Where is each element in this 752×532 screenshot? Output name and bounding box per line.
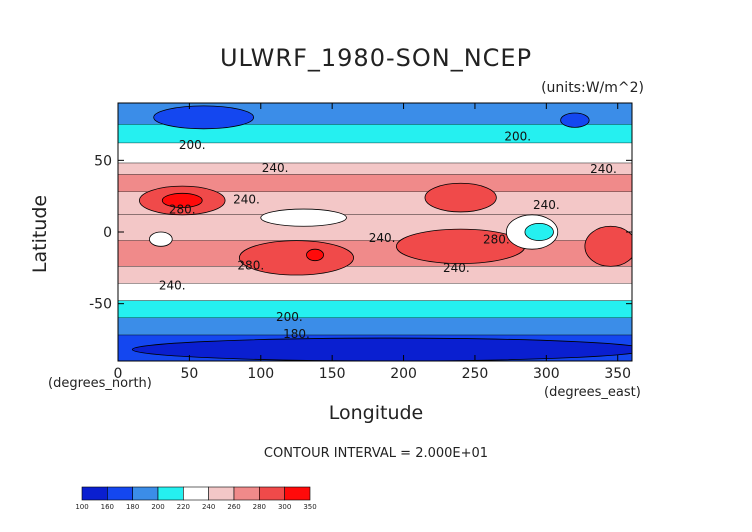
feature-7 — [149, 231, 173, 247]
colorbar-swatch-8 — [284, 486, 311, 501]
colorbar-swatch-1 — [107, 486, 133, 501]
colorbar-label-300: 300 — [278, 503, 291, 511]
contour-label-6: 240. — [159, 278, 186, 292]
y-tick-label--50: -50 — [89, 297, 112, 313]
feature-5 — [584, 225, 632, 267]
contour-label-2: 280. — [169, 202, 196, 216]
zonal-band-10 — [118, 300, 632, 318]
x-tick-label-300: 300 — [533, 366, 560, 382]
y-tick-label-0: 0 — [103, 225, 112, 241]
colorbar-label-160: 160 — [101, 503, 114, 511]
zonal-band-4 — [118, 174, 632, 192]
x-tick-label-0: 0 — [114, 366, 123, 382]
x-axis-label: Longitude — [328, 402, 424, 424]
feature-3 — [306, 248, 324, 262]
colorbar-swatch-2 — [132, 486, 159, 501]
x-tick-label-250: 250 — [462, 366, 489, 382]
colorbar-swatch-7 — [259, 486, 285, 501]
colorbar-swatch-0 — [81, 486, 108, 501]
zonal-band-9 — [118, 283, 632, 301]
y-axis-label: Latitude — [29, 194, 51, 274]
x-axis: 0 50 100 150 200 250 300 350 — [114, 103, 631, 382]
units-label: (units:W/m^2) — [541, 80, 644, 96]
colorbar-label-280: 280 — [253, 503, 266, 511]
feature-2 — [238, 240, 354, 276]
contour-label-3: 240. — [233, 192, 260, 206]
contour-label-13: 180. — [283, 327, 310, 341]
contour-label-7: 240. — [443, 261, 470, 275]
contour-label-4: 240. — [369, 231, 396, 245]
zonal-band-8 — [118, 266, 632, 284]
x-tick-label-200: 200 — [390, 366, 417, 382]
zonal-band-11 — [118, 318, 632, 336]
feature-6 — [424, 182, 497, 213]
zonal-band-2 — [118, 143, 632, 164]
colorbar-swatch-5 — [208, 486, 235, 501]
contour-label-10: 240. — [590, 162, 617, 176]
contour-interval-note: CONTOUR INTERVAL = 2.000E+01 — [263, 446, 489, 461]
colorbar: 100 160 180 200 220 240 260 280 300 350 — [75, 486, 317, 511]
feature-10 — [524, 222, 554, 241]
feature-8 — [260, 208, 347, 227]
contour-label-12: 200. — [276, 310, 303, 324]
x-tick-label-150: 150 — [319, 366, 346, 382]
contour-label-11: 200. — [504, 129, 531, 143]
contour-label-9: 240. — [533, 198, 560, 212]
colorbar-label-100: 100 — [75, 503, 88, 511]
chart-title: ULWRF_1980-SON_NCEP — [219, 44, 533, 72]
contour-label-5: 280. — [237, 258, 264, 272]
zonal-band-3 — [118, 163, 632, 175]
contour-labels: 200. 240. 280. 240. 240. 280. 240. 240. 280. 240.… — [159, 129, 617, 341]
contour-fill — [118, 103, 632, 361]
feature-1 — [161, 192, 203, 209]
feature-11 — [153, 105, 255, 130]
colorbar-label-220: 220 — [177, 503, 190, 511]
colorbar-label-200: 200 — [151, 503, 164, 511]
x-tick-label-350: 350 — [604, 366, 631, 382]
colorbar-swatch-3 — [157, 486, 184, 501]
colorbar-label-180: 180 — [126, 503, 139, 511]
colorbar-swatch-6 — [233, 486, 260, 501]
feature-12 — [560, 112, 590, 128]
colorbar-swatch-4 — [183, 486, 209, 501]
y-tick-label-50: 50 — [94, 153, 112, 169]
x-units-note: (degrees_east) — [544, 385, 641, 400]
contour-label-1: 240. — [262, 161, 289, 175]
zonal-band-5 — [118, 191, 632, 215]
feature-13 — [131, 337, 632, 361]
zonal-band-1 — [118, 124, 632, 144]
y-units-note: (degrees_north) — [48, 376, 152, 391]
contour-label-8: 280. — [483, 232, 510, 246]
x-tick-label-50: 50 — [180, 366, 198, 382]
x-tick-label-100: 100 — [247, 366, 274, 382]
colorbar-label-350: 350 — [303, 503, 316, 511]
contour-label-0: 200. — [179, 138, 206, 152]
colorbar-label-260: 260 — [227, 503, 240, 511]
colorbar-label-240: 240 — [202, 503, 215, 511]
y-axis: -50 0 50 — [89, 153, 632, 313]
